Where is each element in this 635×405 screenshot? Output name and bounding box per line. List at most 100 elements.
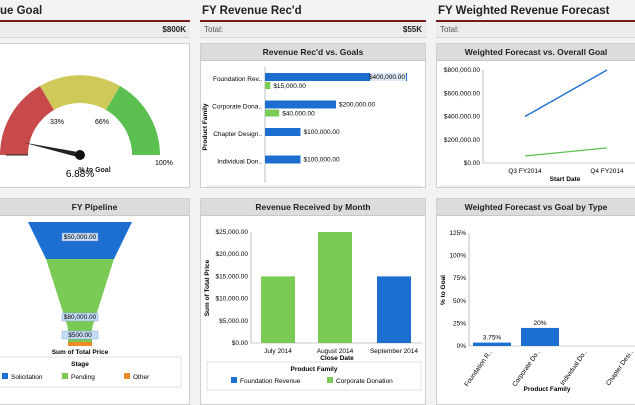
y-tick-label: $20,000.00 — [215, 251, 248, 258]
funnel-label: $50,000.00 — [64, 234, 97, 241]
gauge-hub — [75, 150, 85, 160]
bar-label: $200,000.00 — [339, 102, 376, 109]
bar-label: $15,000.00 — [273, 83, 306, 90]
legend-label: Other — [133, 374, 150, 381]
x-tick-label: September 2014 — [370, 348, 418, 355]
gauge-band-yellow — [40, 75, 120, 110]
bar-label: $400,000.00 — [369, 74, 406, 81]
total-bar-forecast: Total: — [436, 22, 635, 38]
gauge-tick-66: 66% — [95, 119, 109, 126]
forecast-by-type-panel: Weighted Forecast vs Goal by Type 125% 10… — [436, 198, 635, 405]
forecast-vs-goal-chart: $800,000.00 $600,000.00 $400,000.00 $200,00… — [440, 67, 635, 187]
x-tick-label: July 2014 — [264, 348, 292, 355]
panel-title: Revenue Rec'd vs. Goals — [201, 44, 425, 61]
y-tick-label: 100% — [449, 253, 466, 260]
bar-revenue-goal — [265, 100, 336, 109]
x-tick-label: Individual Do.. — [559, 349, 588, 387]
bar-label: $100,000.00 — [304, 129, 341, 136]
category-label: Foundation Rev.. — [213, 76, 262, 83]
legend-box — [440, 185, 635, 187]
bar-total-received — [265, 109, 280, 117]
x-axis-label: Start Date — [550, 176, 581, 183]
forecast-vs-goal-panel: Weighted Forecast vs. Overall Goal $800,… — [436, 43, 635, 188]
x-tick-label: Corporate Do.. — [511, 349, 541, 388]
x-tick-label: Q3 FY2014 — [508, 168, 542, 175]
gauge-value: 6.88% — [66, 169, 94, 180]
y-tick-label: 25% — [453, 320, 466, 327]
y-tick-label: $5,000.00 — [219, 318, 248, 325]
total-bar-revenue: Total: $55K — [200, 22, 426, 38]
x-tick-label: Foundation R.. — [463, 349, 493, 388]
funnel-stage-other — [68, 342, 92, 346]
revenue-by-month-chart: $25,000.00 $20,000.00 $15,000.00 $10,000.00… — [204, 229, 423, 391]
bar-revenue-goal — [265, 155, 301, 164]
col-title-weighted-forecast: FY Weighted Revenue Forecast — [436, 0, 635, 22]
funnel-axis-label: Sum of Total Price — [52, 349, 109, 356]
gauge-chart: 33% 66% 100% 6.88% — [0, 75, 173, 180]
col-title-revenue-recd: FY Revenue Rec'd — [200, 0, 426, 22]
y-tick-label: $0.00 — [464, 160, 481, 167]
total-label: Total: — [440, 25, 460, 34]
x-tick-label: Q4 FY2014 — [590, 168, 624, 175]
total-value: $800K — [162, 25, 186, 34]
legend-label: Pending — [71, 374, 95, 381]
funnel-label-bg — [61, 312, 99, 322]
bar-label: 3.75% — [483, 335, 502, 342]
legend-label: Corporate Donation — [336, 378, 393, 385]
funnel-label-bg — [61, 232, 99, 242]
total-label: Total: — [204, 25, 224, 34]
gauge-tick-100: 100% — [155, 160, 173, 167]
funnel-label: $500.00 — [68, 332, 92, 339]
funnel-label: $80,000.00 — [64, 314, 97, 321]
legend-title: Stage — [71, 361, 89, 368]
pipeline-funnel-chart: $50,000.00 $80,000.00 $500.00 Sum of Total … — [0, 222, 182, 388]
category-label: Chapter Design.. — [213, 131, 262, 138]
panel-title: Weighted Forecast vs. Overall Goal — [437, 44, 635, 61]
y-tick-label: $400,000.00 — [444, 114, 481, 121]
y-tick-label: $800,000.00 — [444, 67, 481, 74]
y-axis-label: Sum of Total Price — [204, 259, 211, 316]
total-bar-goal: $800K — [0, 22, 190, 38]
bar-label: 20% — [533, 320, 546, 327]
panel-title: FY Pipeline — [0, 199, 189, 216]
col-title-goal: ue Goal — [0, 0, 190, 22]
bar-label-bg — [370, 73, 406, 81]
bar-percent-to-goal — [521, 327, 559, 346]
pipeline-panel: FY Pipeline $50,000.00 $80,000.00 $500.00 S… — [0, 198, 190, 405]
x-tick-label: August 2014 — [317, 348, 354, 355]
gauge-label: % to Goal — [78, 167, 111, 174]
legend-swatch — [124, 373, 130, 379]
legend-label: Foundation Revenue — [240, 378, 301, 385]
bar-foundation-revenue — [377, 276, 411, 343]
y-tick-label: $200,000.00 — [444, 137, 481, 144]
y-tick-label: $0.00 — [232, 340, 249, 347]
category-label: Individual Don.. — [217, 159, 262, 166]
funnel-stage-pending — [46, 259, 114, 342]
bar-corporate-donation — [318, 232, 352, 343]
x-axis-label: Close Date — [320, 355, 354, 362]
legend-box — [206, 185, 422, 187]
gauge-needle — [23, 142, 81, 158]
gauge-panel: 33% 66% 100% 6.88% % to Goal — [0, 43, 190, 188]
legend-label: Solicitation — [11, 374, 43, 381]
bar-label: $40,000.00 — [282, 111, 315, 118]
y-tick-label: 125% — [449, 230, 466, 237]
revenue-vs-goals-chart: Product Family$0.00$100,000.00$300,000.0… — [202, 67, 422, 187]
category-label: Corporate Dona.. — [212, 104, 262, 111]
y-tick-label: 75% — [453, 275, 466, 282]
y-tick-label: $15,000.00 — [215, 273, 248, 280]
total-value: $55K — [402, 25, 422, 34]
bar-total-received — [265, 82, 271, 89]
x-tick-label: Chapter Desi.. — [605, 349, 635, 387]
y-tick-label: 50% — [453, 298, 466, 305]
revenue-by-month-panel: Revenue Received by Month $25,000.00 $20,… — [200, 198, 426, 405]
y-tick-label: $10,000.00 — [215, 296, 248, 303]
panel-title: Weighted Forecast vs Goal by Type — [437, 199, 635, 216]
y-axis-label: Product Family — [202, 103, 209, 150]
bar-percent-to-goal — [473, 342, 511, 346]
legend-swatch — [2, 373, 8, 379]
series-line — [524, 147, 608, 157]
y-axis-label: % to Goal — [440, 275, 447, 305]
bar-label: $100,000.00 — [304, 157, 341, 164]
legend-swatch — [62, 373, 68, 379]
